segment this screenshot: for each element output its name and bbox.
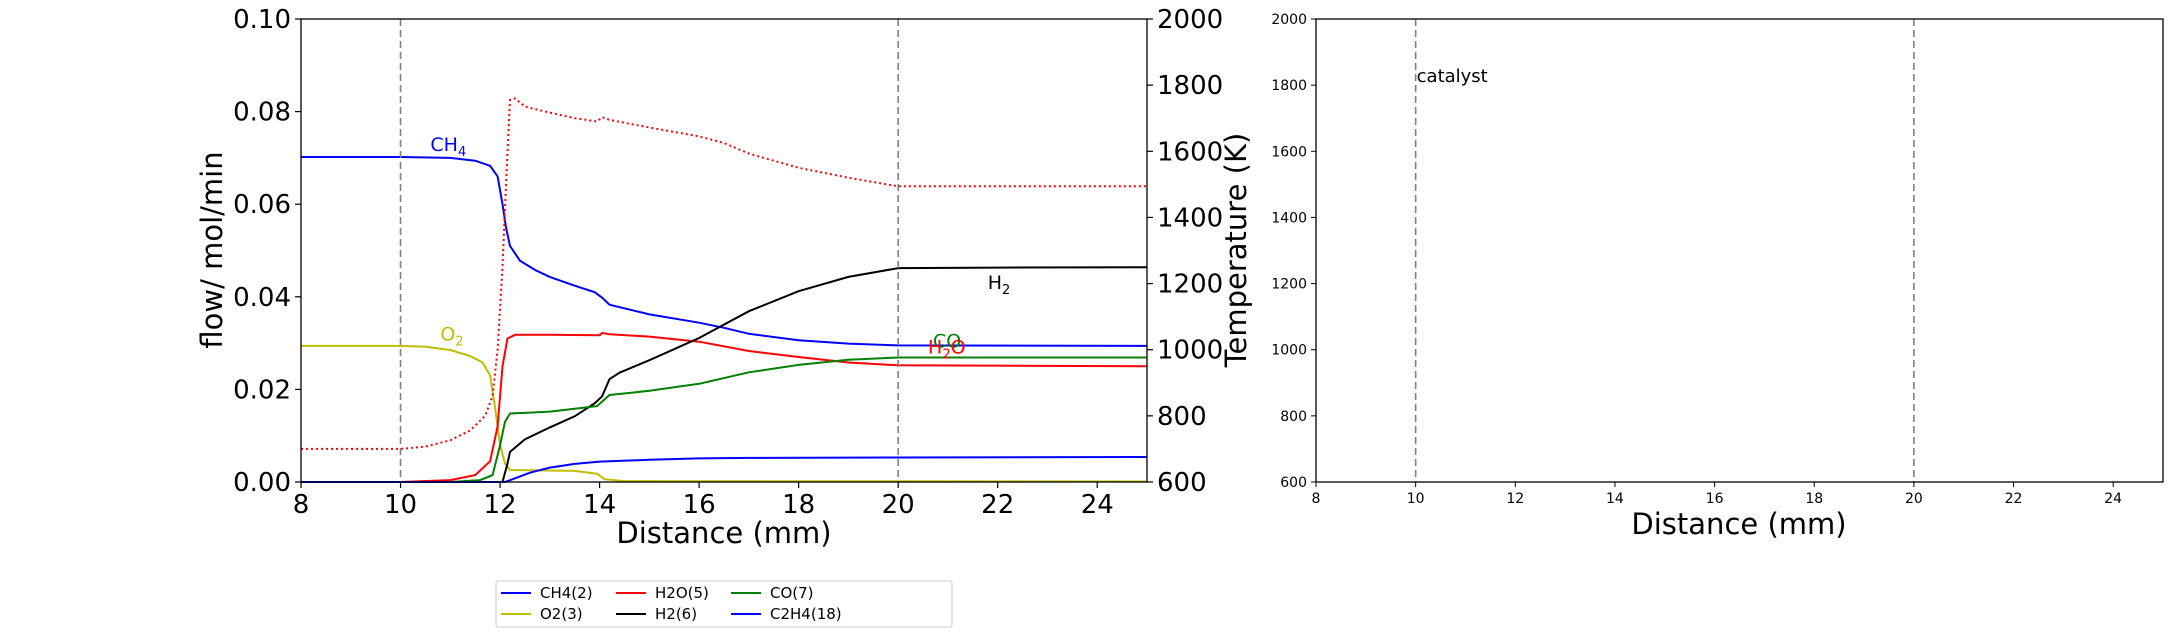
y-axis-label-right: Temperature (K) — [1219, 133, 1253, 369]
legend-label: C2H4(18) — [770, 605, 842, 623]
y-tick-label: 1600 — [1271, 144, 1307, 160]
y-right-tick-label: 800 — [1157, 402, 1207, 432]
temperature-panel: catalyst 8 10 12 14 16 18 20 22 24 600 800 1000 120… — [1271, 12, 2164, 541]
legend-entry-h2o-5: H2O(5) — [616, 584, 709, 602]
x-tick-label: 22 — [2005, 491, 2023, 507]
catalyst-label: catalyst — [1417, 66, 1488, 87]
x-tick-label: 8 — [1312, 491, 1321, 507]
annotation-1: O2 — [440, 323, 463, 349]
legend: CH4(2) O2(3) H2O(5) H2(6) CO(7) C2H4(18) — [495, 580, 953, 628]
y-tick-label: 800 — [1280, 409, 1307, 425]
x-axis-label-left: Distance (mm) — [616, 516, 831, 550]
legend-entry-o2-3: O2(3) — [501, 605, 583, 623]
legend-entry-ch4-2: CH4(2) — [501, 584, 593, 602]
series-line-h2-6 — [301, 266, 1148, 483]
x-tick-label: 12 — [1506, 491, 1524, 507]
annotation-2: H2 — [988, 272, 1011, 298]
series-line-co-7 — [301, 356, 1147, 483]
y-tick-label: 0.06 — [233, 190, 291, 220]
legend-frame — [495, 580, 953, 628]
legend-entry-c2h4-18: C2H4(18) — [731, 605, 842, 623]
y-axis-ticks-right-panel: 600 800 1000 1200 1400 1600 1800 2000 — [1271, 12, 1316, 491]
annotation-4: H2O — [928, 336, 966, 362]
y-right-tick-label: 1800 — [1157, 71, 1223, 101]
reactor-boundary-lines — [399, 19, 899, 482]
x-tick-label: 14 — [583, 490, 616, 520]
reactor-boundary-lines-right — [1414, 19, 1915, 482]
x-tick-label: 20 — [1905, 491, 1923, 507]
y-tick-label: 0.10 — [233, 5, 291, 35]
annotation-0: CH4 — [430, 134, 466, 160]
catalyst-annotation-group: catalyst — [1417, 66, 1488, 87]
y-tick-label: 1400 — [1271, 210, 1307, 226]
legend-label: CO(7) — [770, 584, 814, 602]
y-axis-ticks-right: 600 800 1000 1200 1400 1600 1800 2000 — [1147, 5, 1223, 498]
y-right-tick-label: 600 — [1157, 468, 1207, 498]
y-right-tick-label: 1400 — [1157, 203, 1223, 233]
y-tick-label: 0.08 — [233, 98, 291, 128]
x-axis-label-right-panel: Distance (mm) — [1631, 507, 1846, 541]
legend-label: CH4(2) — [540, 584, 593, 602]
y-tick-label: 600 — [1280, 475, 1307, 491]
y-tick-label: 1200 — [1271, 277, 1307, 293]
y-axis-label-left: flow/ mol/min — [195, 151, 229, 348]
x-tick-label: 12 — [484, 490, 517, 520]
y-tick-label: 0.02 — [233, 375, 291, 405]
y-tick-label: 0.00 — [233, 468, 291, 498]
y-tick-label: 1800 — [1271, 78, 1307, 94]
y-right-tick-label: 1200 — [1157, 270, 1223, 300]
plot-frame-left — [300, 18, 1148, 483]
x-tick-label: 18 — [782, 490, 815, 520]
x-axis-ticks-right-panel: 8 10 12 14 16 18 20 22 24 — [1312, 482, 2122, 507]
legend-entry-co-7: CO(7) — [731, 584, 814, 602]
plot-frame-right — [1315, 18, 2164, 483]
y-axis-ticks-left: 0.00 0.02 0.04 0.06 0.08 0.10 — [233, 5, 301, 498]
x-axis-ticks-left: 8 10 12 14 16 18 20 22 24 — [293, 482, 1114, 520]
x-tick-label: 10 — [384, 490, 417, 520]
x-tick-label: 16 — [683, 490, 716, 520]
flow-series-group — [301, 97, 1148, 483]
y-right-tick-label: 1600 — [1157, 137, 1223, 167]
y-right-tick-label: 2000 — [1157, 5, 1223, 35]
series-line-temperature — [301, 97, 1147, 450]
x-tick-label: 16 — [1706, 491, 1724, 507]
series-line-c2h4-18 — [301, 456, 1148, 483]
series-line-h2o-5 — [301, 331, 1148, 483]
x-tick-label: 20 — [882, 490, 915, 520]
x-tick-label: 10 — [1407, 491, 1425, 507]
y-right-tick-label: 1000 — [1157, 336, 1223, 366]
x-tick-label: 8 — [293, 490, 310, 520]
y-tick-label: 1000 — [1271, 343, 1307, 359]
x-tick-label: 22 — [981, 490, 1014, 520]
x-tick-label: 24 — [2104, 491, 2122, 507]
y-tick-label: 2000 — [1271, 12, 1307, 28]
legend-label: H2O(5) — [655, 584, 709, 602]
legend-label: H2(6) — [655, 605, 697, 623]
annotation-3: CO — [933, 330, 961, 352]
series-line-ch4-2 — [301, 156, 1148, 347]
y-tick-label: 0.04 — [233, 283, 291, 313]
x-tick-label: 24 — [1081, 490, 1114, 520]
legend-entry-h2-6: H2(6) — [616, 605, 697, 623]
legend-label: O2(3) — [540, 605, 583, 623]
x-tick-label: 18 — [1805, 491, 1823, 507]
x-tick-label: 14 — [1606, 491, 1624, 507]
